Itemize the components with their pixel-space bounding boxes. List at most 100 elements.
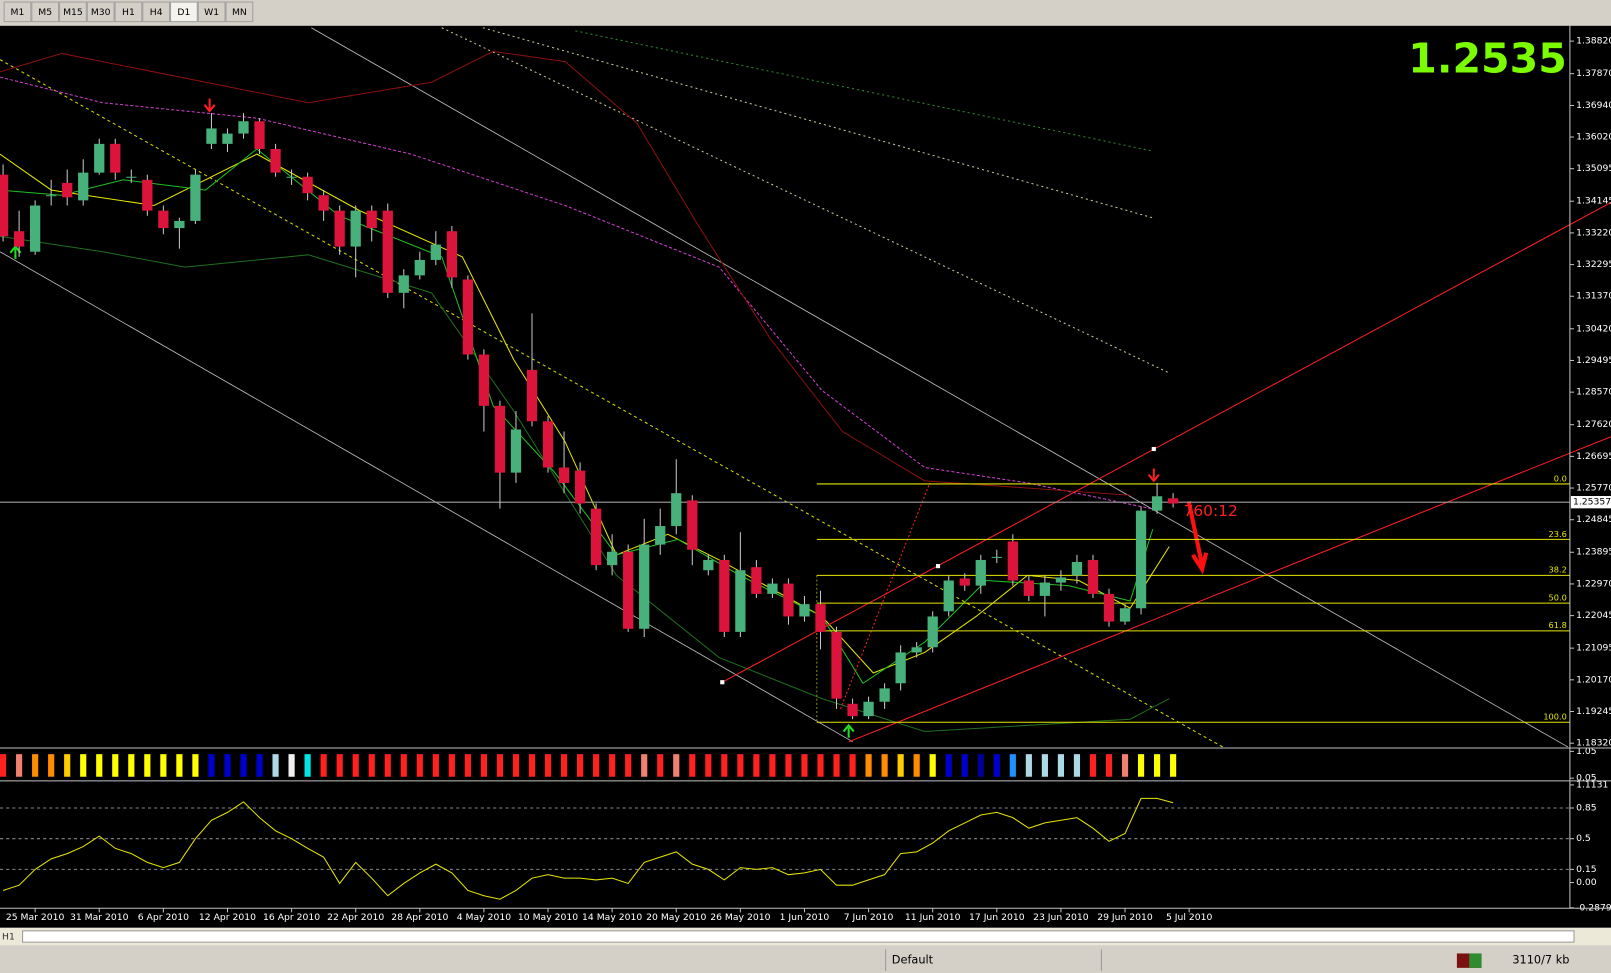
candle-body — [1023, 580, 1034, 596]
candle-body — [1055, 577, 1067, 583]
signal-bar — [112, 754, 119, 777]
traffic: 3110/7 kb — [1512, 954, 1569, 967]
candle-body — [1039, 582, 1051, 596]
signal-bar — [849, 754, 856, 777]
timeframe-button[interactable] — [225, 1, 254, 23]
timeframe-button[interactable] — [3, 1, 32, 23]
candle-body — [751, 567, 762, 594]
candle-body — [1151, 496, 1163, 511]
signal-bar — [945, 754, 952, 777]
y-tick-label: 1.29495 — [1576, 355, 1611, 366]
x-tick-label: 6 Apr 2010 — [138, 912, 189, 923]
y-tick-label: 0.00 — [1576, 877, 1597, 888]
candle-body — [574, 470, 586, 504]
candle-body — [222, 133, 233, 144]
timeframe-button[interactable] — [59, 1, 87, 23]
x-tick-label: 20 May 2010 — [646, 912, 706, 923]
candle-body — [286, 176, 297, 178]
price-label: 1.2535 — [1408, 35, 1567, 83]
candle-body — [607, 551, 618, 566]
x-tick-label: 28 Apr 2010 — [391, 912, 448, 923]
y-tick-label: 1.18320 — [1576, 738, 1611, 749]
timeframe-label[interactable]: W1 — [204, 7, 219, 18]
candle-body — [558, 467, 570, 483]
signal-bar — [336, 754, 343, 777]
signal-bar — [256, 754, 263, 777]
y-tick-label: 1.21095 — [1576, 643, 1611, 654]
dashed-line — [441, 27, 1170, 374]
candle-body — [943, 580, 954, 612]
candle-body — [46, 195, 57, 197]
candle-body — [1087, 559, 1099, 594]
y-tick-label: 1.37870 — [1576, 68, 1611, 79]
signal-bar — [1025, 754, 1032, 777]
candle-body — [206, 128, 217, 144]
signal-bar — [913, 754, 920, 777]
y-tick-label: 0.85 — [1576, 802, 1597, 813]
anchor-point — [1151, 446, 1156, 452]
candle-body — [895, 652, 906, 684]
fib-label: 23.6 — [1549, 529, 1567, 539]
candle-body — [398, 275, 409, 293]
signal-bar — [593, 754, 600, 777]
x-tick-label: 17 Jun 2010 — [969, 912, 1025, 923]
signal-bar — [400, 754, 407, 777]
timeframe-label[interactable]: H4 — [150, 7, 163, 18]
candle-body — [1167, 498, 1179, 504]
candle-body — [526, 369, 538, 422]
timeframe-button[interactable] — [197, 1, 226, 23]
timeframe-button[interactable] — [114, 1, 143, 23]
timeframe-button[interactable] — [170, 1, 198, 23]
candle-body — [639, 544, 650, 629]
signal-bar — [657, 754, 664, 777]
x-tick-label: 10 May 2010 — [518, 912, 578, 923]
timeframe-label[interactable]: MN — [232, 7, 247, 18]
candle-body — [879, 688, 890, 702]
bid-label-bg — [1570, 496, 1611, 509]
chart-tab[interactable]: H1 — [2, 932, 15, 943]
signal-bar — [609, 754, 616, 777]
y-tick-label: 1.32295 — [1576, 259, 1611, 270]
timeframe-button[interactable] — [86, 1, 115, 23]
forecast-arrow — [1186, 500, 1209, 575]
drawings — [0, 27, 1611, 748]
signal-bar — [1089, 754, 1097, 777]
timeframe-label[interactable]: M15 — [63, 7, 83, 18]
trend-line — [839, 482, 931, 710]
y-tick-label: 1.36940 — [1576, 100, 1611, 111]
scrollbar[interactable] — [22, 930, 1575, 943]
connection-icon — [1456, 953, 1482, 968]
signal-bar — [176, 754, 183, 777]
y-tick-label: 0.5 — [1576, 833, 1591, 844]
timeframe-label[interactable]: H1 — [122, 7, 135, 18]
timeframe-label[interactable]: D1 — [177, 7, 190, 18]
signal-bar — [96, 754, 103, 777]
timeframe-button[interactable] — [142, 1, 171, 23]
candle-body — [623, 551, 634, 629]
timeframe-label[interactable]: M5 — [38, 7, 52, 18]
candle-body — [703, 559, 714, 571]
candle-body — [927, 616, 938, 648]
candle-body — [414, 259, 425, 276]
candle-body — [1119, 608, 1131, 622]
candle-body — [863, 701, 874, 717]
timeframe-label[interactable]: M1 — [11, 7, 25, 18]
timeframe-button[interactable] — [31, 1, 60, 23]
signal-bar — [625, 754, 632, 777]
signal-bar — [32, 754, 39, 777]
x-tick-label: 12 Apr 2010 — [199, 912, 256, 923]
candle-body — [430, 244, 441, 260]
x-tick-label: 11 Jun 2010 — [905, 912, 961, 923]
signal-bar — [1073, 754, 1081, 777]
candle-body — [382, 210, 393, 293]
candle-body — [13, 231, 25, 247]
candle-body — [254, 121, 265, 149]
signal-bar — [1154, 754, 1161, 777]
y-tick-label: 1.1131 — [1576, 779, 1608, 790]
x-tick-label: 22 Apr 2010 — [327, 912, 384, 923]
signal-bar — [1105, 754, 1113, 777]
countdown: 760:12 — [1184, 502, 1238, 520]
timeframe-label[interactable]: M30 — [91, 7, 111, 18]
signal-bar — [496, 754, 504, 777]
